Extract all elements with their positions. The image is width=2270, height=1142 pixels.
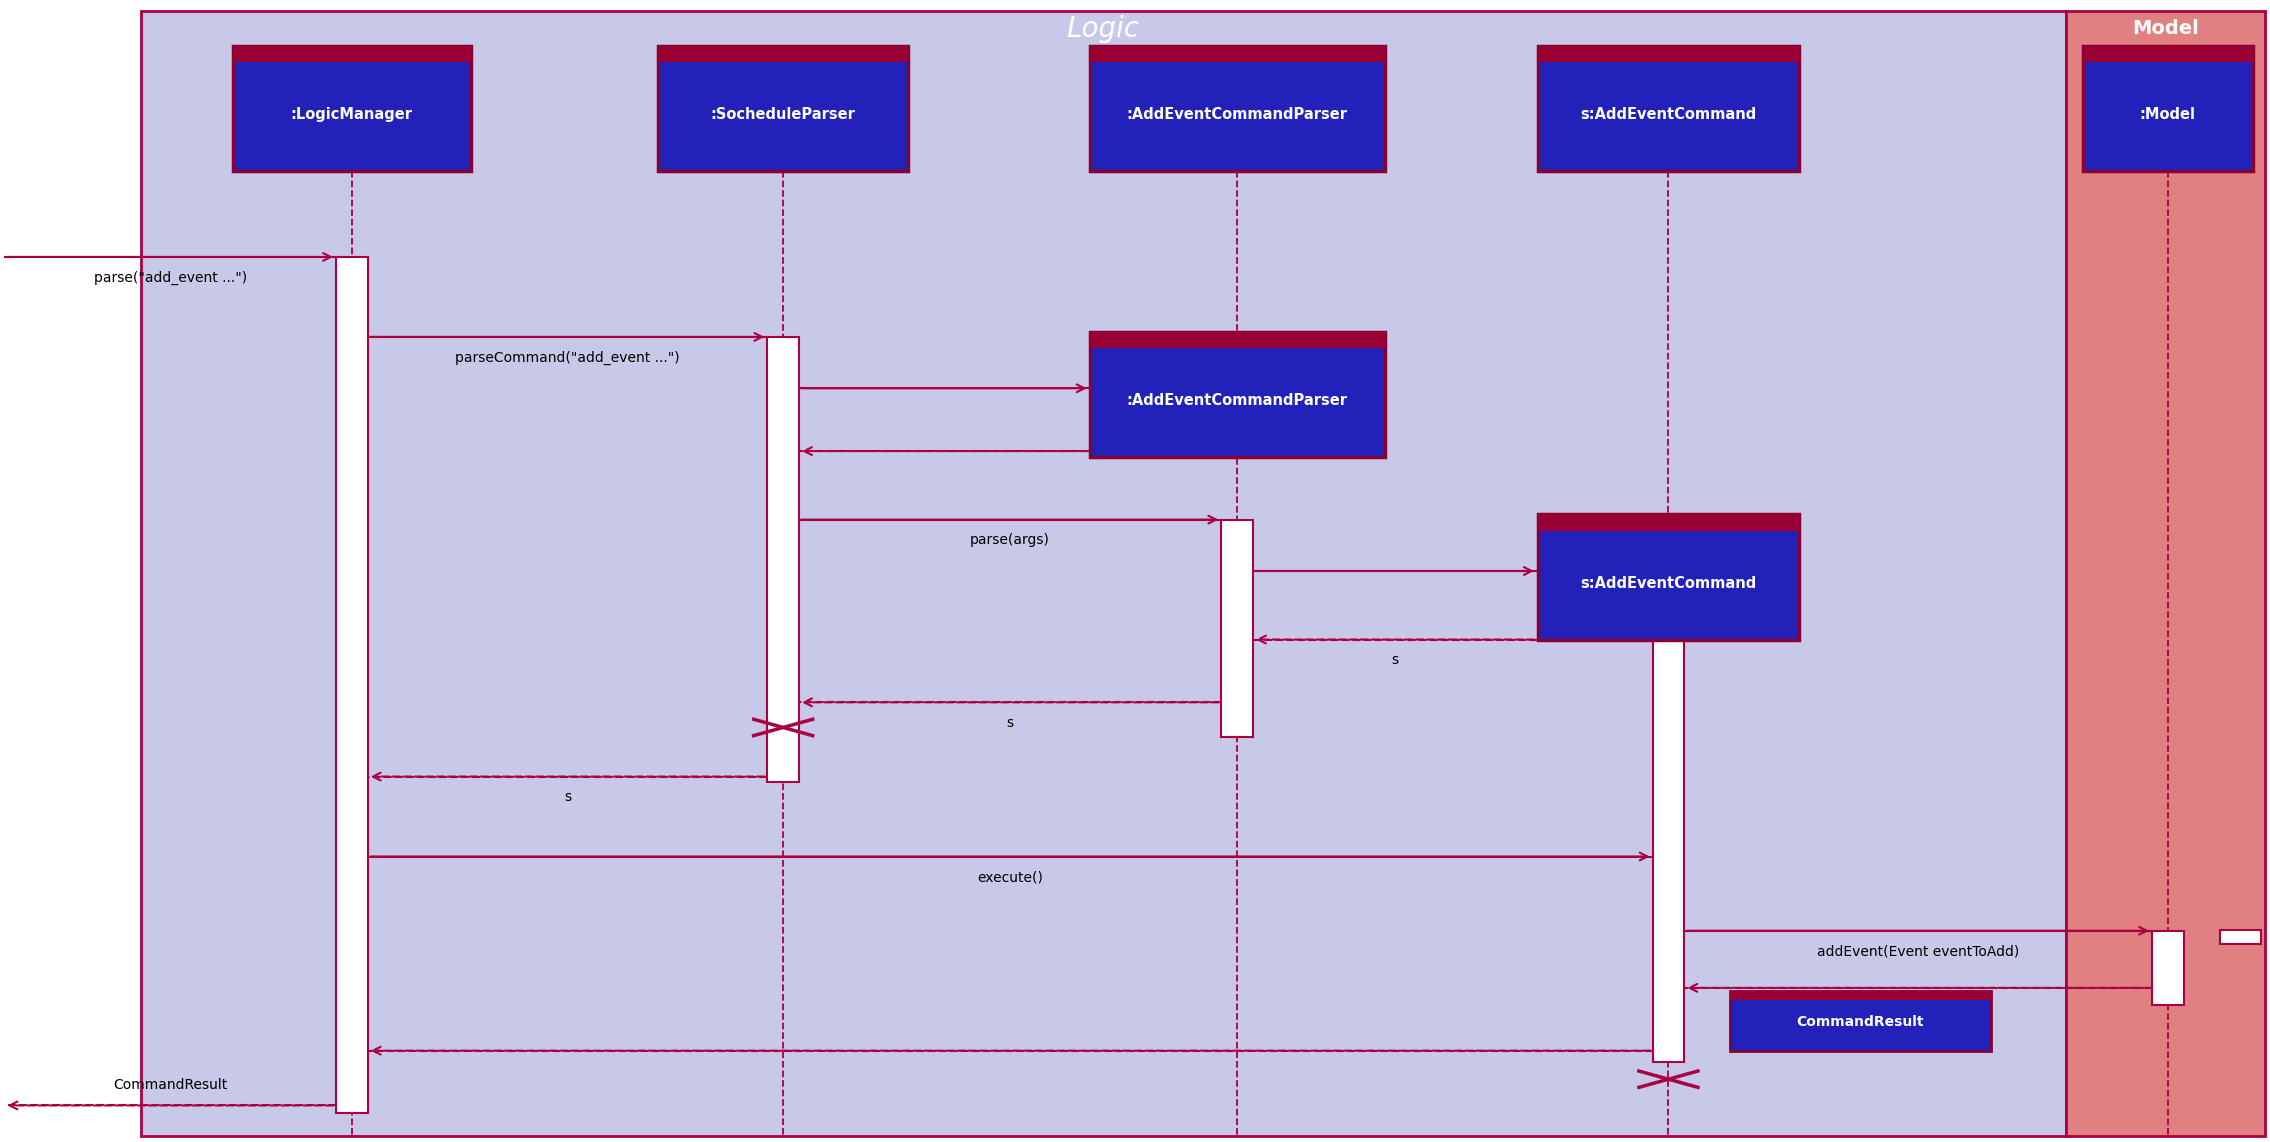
Text: parseCommand("add_event ..."): parseCommand("add_event ...") (456, 351, 679, 364)
Bar (1539, 46, 1798, 62)
Bar (1221, 520, 1253, 737)
Bar (1539, 514, 1798, 531)
Text: :SocheduleParser: :SocheduleParser (711, 107, 856, 122)
Bar (0, 0, 141, 1142)
Text: addEvent(Event eventToAdd): addEvent(Event eventToAdd) (1816, 944, 2020, 958)
Text: Logic: Logic (1067, 15, 1140, 42)
Text: :AddEventCommandParser: :AddEventCommandParser (1126, 107, 1348, 122)
Text: CommandResult: CommandResult (1796, 1015, 1925, 1029)
Bar (1090, 332, 1385, 348)
Text: :AddEventCommandParser: :AddEventCommandParser (1126, 393, 1348, 409)
Text: :Model: :Model (2141, 107, 2195, 122)
Bar (234, 46, 472, 62)
Bar (1653, 571, 1684, 1062)
Bar (1539, 46, 1798, 171)
Bar (2084, 46, 2252, 171)
Bar (767, 337, 799, 782)
Bar (658, 46, 908, 171)
Text: s: s (1006, 716, 1015, 730)
Text: :LogicManager: :LogicManager (291, 107, 413, 122)
Text: CommandResult: CommandResult (114, 1078, 227, 1092)
Bar (2152, 931, 2184, 1005)
Bar (1730, 991, 1991, 1051)
Bar (1090, 46, 1385, 62)
Bar (2220, 930, 2261, 944)
Bar (2084, 46, 2252, 62)
Bar (234, 46, 472, 171)
Bar (336, 257, 368, 1113)
Bar (1539, 514, 1798, 640)
Bar (658, 46, 908, 62)
Text: Model: Model (2132, 19, 2200, 38)
Text: parse("add_event ..."): parse("add_event ...") (93, 271, 247, 284)
Bar (1090, 46, 1385, 171)
Text: s: s (563, 790, 572, 804)
Text: parse(args): parse(args) (969, 533, 1051, 547)
Text: s:AddEventCommand: s:AddEventCommand (1580, 107, 1757, 122)
Bar (1090, 332, 1385, 458)
Text: execute(): execute() (976, 870, 1044, 884)
Bar (1730, 991, 1991, 1000)
Bar (2066, 11, 2265, 1136)
Text: s:AddEventCommand: s:AddEventCommand (1580, 576, 1757, 592)
Text: s: s (1392, 653, 1398, 667)
Bar (141, 11, 2066, 1136)
